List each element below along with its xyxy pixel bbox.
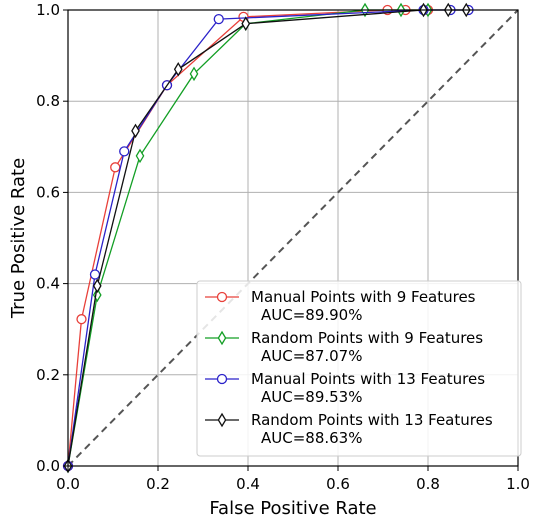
x-tick-label: 0.8: [416, 475, 440, 493]
data-point: [241, 16, 251, 31]
legend-auc-label: AUC=87.07%: [261, 347, 362, 365]
legend-marker: [216, 373, 228, 385]
reference-diagonal-line: [67, 9, 519, 467]
data-point: [76, 314, 87, 325]
legend-series-name: Manual Points with 13 Features: [251, 370, 485, 388]
tick-layer: 0.0 0.2 0.4 0.6 0.8 1.0 0.0 0.2 0.4 0.6 0.8 1.0: [36, 1, 530, 493]
data-point: [119, 146, 130, 157]
data-point: [110, 162, 121, 173]
data-point: [89, 269, 101, 280]
x-tick-label: 1.0: [506, 475, 530, 493]
data-point: [173, 62, 183, 77]
plot-frame: [67, 9, 519, 467]
y-tick-label: 1.0: [36, 1, 60, 19]
x-axis-label: False Positive Rate: [209, 498, 376, 519]
y-tick-label: 0.0: [36, 457, 60, 475]
legend-series-name: Random Points with 13 Features: [251, 411, 493, 429]
data-point: [135, 148, 145, 164]
legend-auc-label: AUC=89.53%: [261, 388, 362, 406]
data-point: [131, 123, 140, 139]
data-point: [92, 278, 102, 294]
legend-marker: [217, 412, 227, 428]
x-tick-label: 0.2: [146, 475, 170, 493]
data-point: [213, 13, 224, 25]
data-point: [189, 66, 199, 82]
legend-series-name: Random Points with 9 Features: [251, 329, 483, 347]
y-tick-label: 0.4: [36, 275, 60, 293]
x-tick-label: 0.0: [56, 475, 80, 493]
legend-marker: [217, 330, 227, 346]
legend-marker: [216, 291, 228, 303]
legend-auc-label: AUC=89.90%: [261, 306, 362, 324]
legend-auc-label: AUC=88.63%: [261, 429, 362, 447]
x-tick-label: 0.4: [236, 475, 260, 493]
y-tick-label: 0.8: [36, 92, 60, 110]
data-point: [92, 287, 102, 303]
legend-box: [196, 280, 522, 457]
x-tick-label: 0.6: [326, 475, 350, 493]
y-tick-label: 0.6: [36, 183, 60, 201]
y-tick-label: 0.2: [36, 366, 60, 384]
legend-series-name: Manual Points with 9 Features: [251, 288, 476, 306]
y-axis-label: True Positive Rate: [8, 158, 29, 319]
